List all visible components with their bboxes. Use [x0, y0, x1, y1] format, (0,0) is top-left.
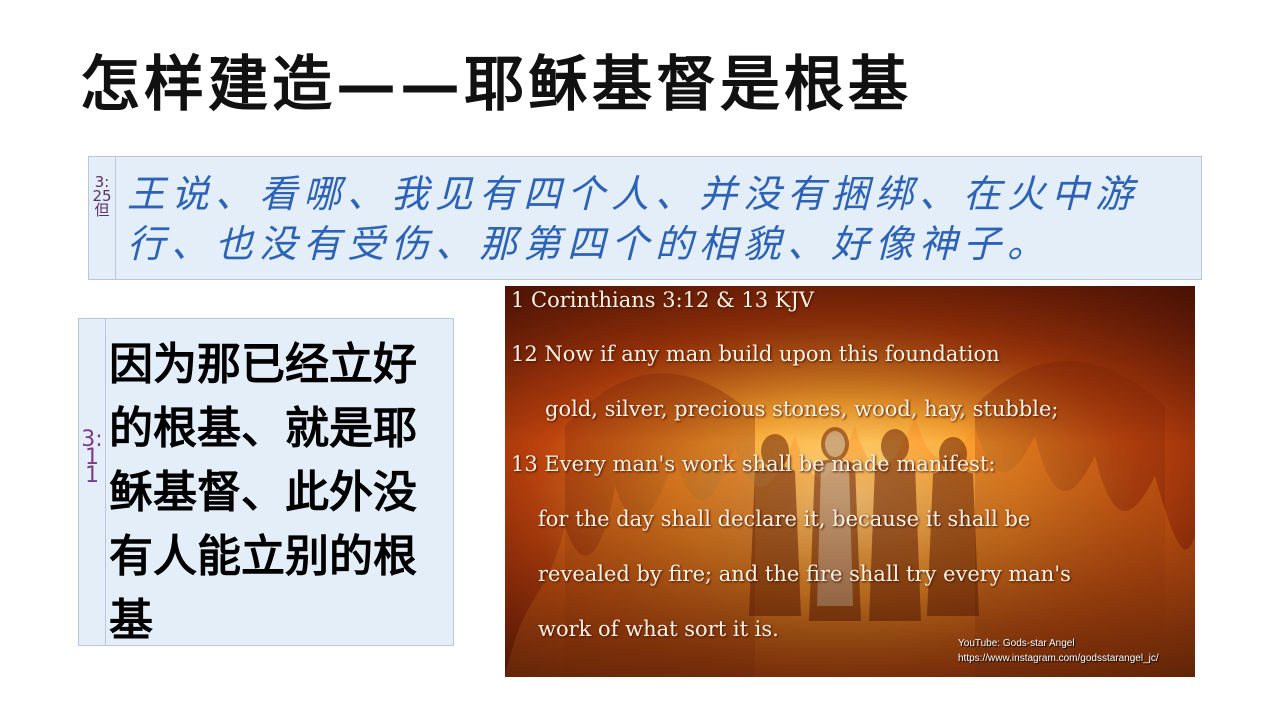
image-credit-instagram: https://www.instagram.com/godsstarangel_…: [958, 653, 1159, 664]
fire-figures-illustration: [505, 286, 1195, 677]
image-line-1: 12 Now if any man build upon this founda…: [511, 342, 1000, 366]
verse-text: 王说、看哪、我见有四个人、并没有捆绑、在火中游行、也没有受伤、那第四个的相貌、好…: [127, 172, 1140, 266]
verse-reference: 3:11: [81, 427, 103, 488]
image-heading: 1 Corinthians 3:12 & 13 KJV: [511, 288, 815, 312]
verse-reference-column: 3:11: [79, 319, 106, 645]
slide-title: 怎样建造——耶稣基督是根基: [80, 50, 912, 120]
image-line-6: work of what sort it is.: [538, 617, 779, 641]
verse-text: 因为那已经立好的根基、就是耶稣基督、此外没有人能立别的根基: [109, 339, 417, 646]
verse-box-corinthians: 3:11 因为那已经立好的根基、就是耶稣基督、此外没有人能立别的根基: [78, 318, 454, 646]
image-line-3: 13 Every man's work shall be made manife…: [511, 452, 996, 476]
image-line-2: gold, silver, precious stones, wood, hay…: [545, 397, 1059, 421]
verse-box-daniel: 3:25但 王说、看哪、我见有四个人、并没有捆绑、在火中游行、也没有受伤、那第四…: [88, 156, 1202, 280]
fiery-furnace-scripture-image: 1 Corinthians 3:12 & 13 KJV 12 Now if an…: [505, 286, 1195, 677]
verse-reference: 3:25但: [92, 173, 112, 219]
image-line-5: revealed by fire; and the fire shall try…: [538, 562, 1071, 586]
verse-reference-column: 3:25但: [89, 157, 116, 279]
image-credit-youtube: YouTube: Gods-star Angel: [958, 638, 1075, 649]
image-line-4: for the day shall declare it, because it…: [538, 507, 1031, 531]
